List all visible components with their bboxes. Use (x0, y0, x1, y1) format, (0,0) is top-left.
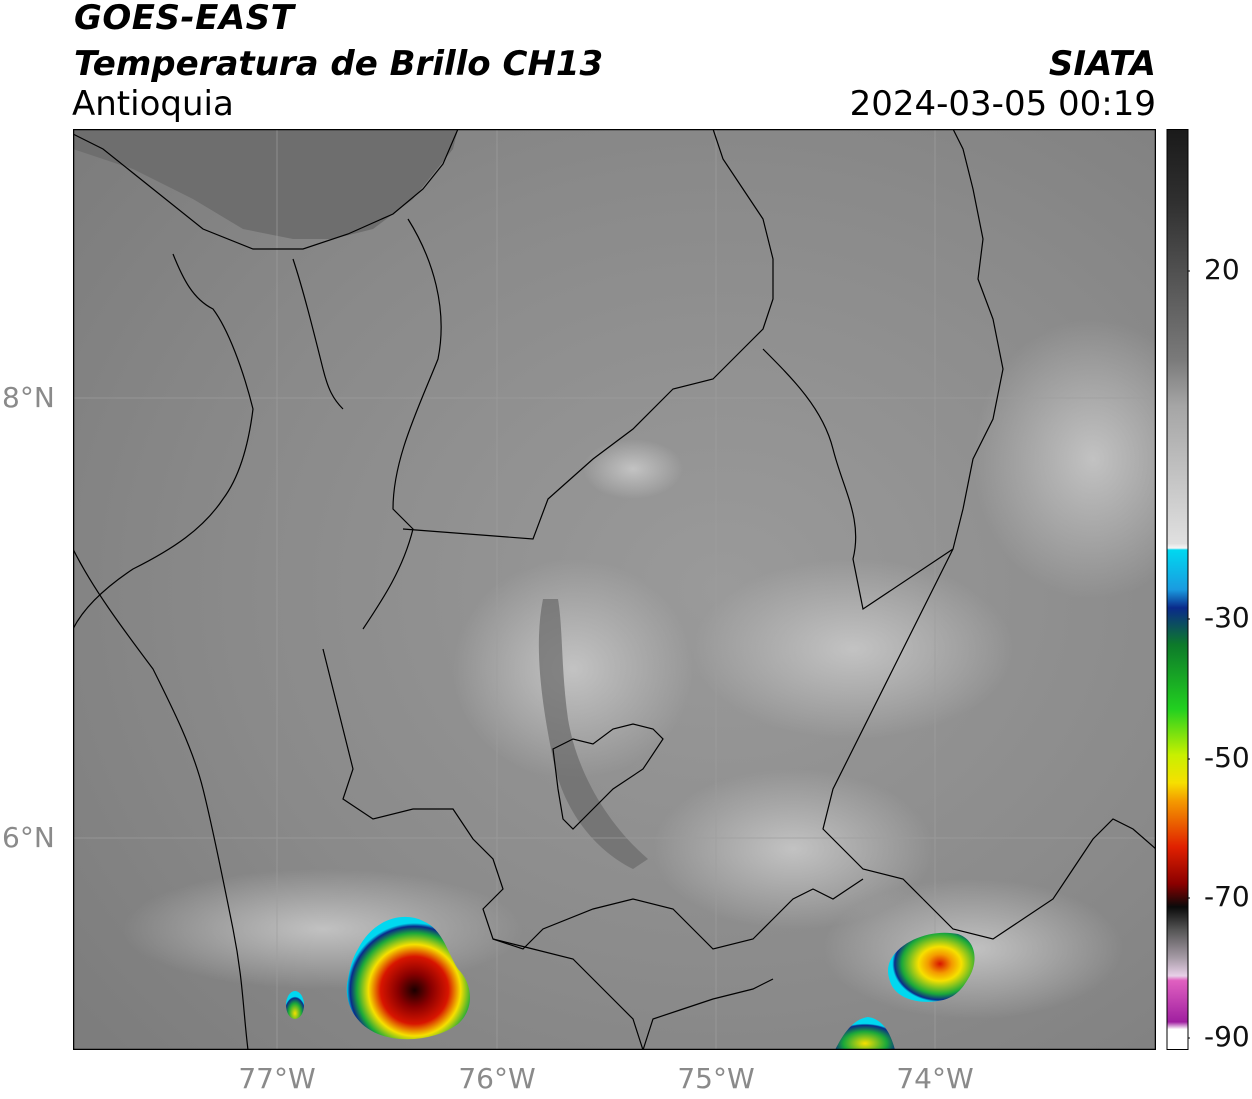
border-choco-west (73, 548, 249, 1050)
boundaries (73, 129, 1156, 1050)
lat-label-6n: 6°N (2, 821, 55, 854)
lon-label-74w: 74°W (896, 1062, 974, 1095)
colorbar-gradient (1166, 129, 1189, 1050)
satellite-map (73, 129, 1156, 1050)
border-antioquia-north (402, 129, 774, 540)
lon-label-75w: 75°W (677, 1062, 755, 1095)
cloud-patch (583, 439, 683, 499)
border-antioquia-southeast (822, 548, 954, 900)
mountain-ridge (538, 599, 648, 869)
sea-region (73, 129, 458, 239)
satellite-title: GOES-EAST (74, 0, 295, 38)
cloud-patch (973, 319, 1156, 599)
cloud-patch (693, 559, 1013, 739)
border-medellin-metro (552, 723, 664, 830)
border-choco-antioquia-north (362, 218, 442, 630)
river-atrato (292, 258, 344, 410)
colorbar-tick-minus50: -50 (1204, 741, 1250, 774)
agency-label: SIATA (1048, 44, 1156, 84)
region-label: Antioquia (72, 84, 234, 124)
storm-cell-southwest (346, 916, 471, 1040)
lon-label-76w: 76°W (458, 1062, 536, 1095)
border-tolima (642, 978, 774, 1050)
border-antioquia-east (762, 129, 1004, 610)
lat-label-8n: 8°N (2, 381, 55, 414)
colorbar-tick-minus30: -30 (1204, 601, 1250, 634)
colorbar (1166, 129, 1190, 1050)
storm-cell-bottom (835, 1017, 895, 1050)
coastline-west (73, 253, 254, 630)
coastline-gulf (73, 129, 459, 250)
border-boyaca (922, 818, 1156, 940)
border-caldas (492, 878, 864, 950)
storm-cell-southeast (888, 932, 975, 1002)
colorbar-tick-minus70: -70 (1204, 880, 1250, 913)
border-antioquia-south (322, 648, 644, 1050)
colorbar-tick-20: 20 (1204, 253, 1240, 286)
cloud-patch (123, 869, 523, 989)
datetime-label: 2024-03-05 00:19 (849, 84, 1156, 124)
map-frame (73, 129, 1156, 1050)
storm-cell-small (286, 991, 304, 1019)
product-title: Temperatura de Brillo CH13 (74, 44, 604, 84)
lon-label-77w: 77°W (238, 1062, 316, 1095)
graticule (73, 129, 1156, 1050)
cloud-patch (653, 769, 933, 929)
colorbar-tick-minus90: -90 (1204, 1020, 1250, 1053)
colorbar-ticks (1188, 270, 1190, 1039)
